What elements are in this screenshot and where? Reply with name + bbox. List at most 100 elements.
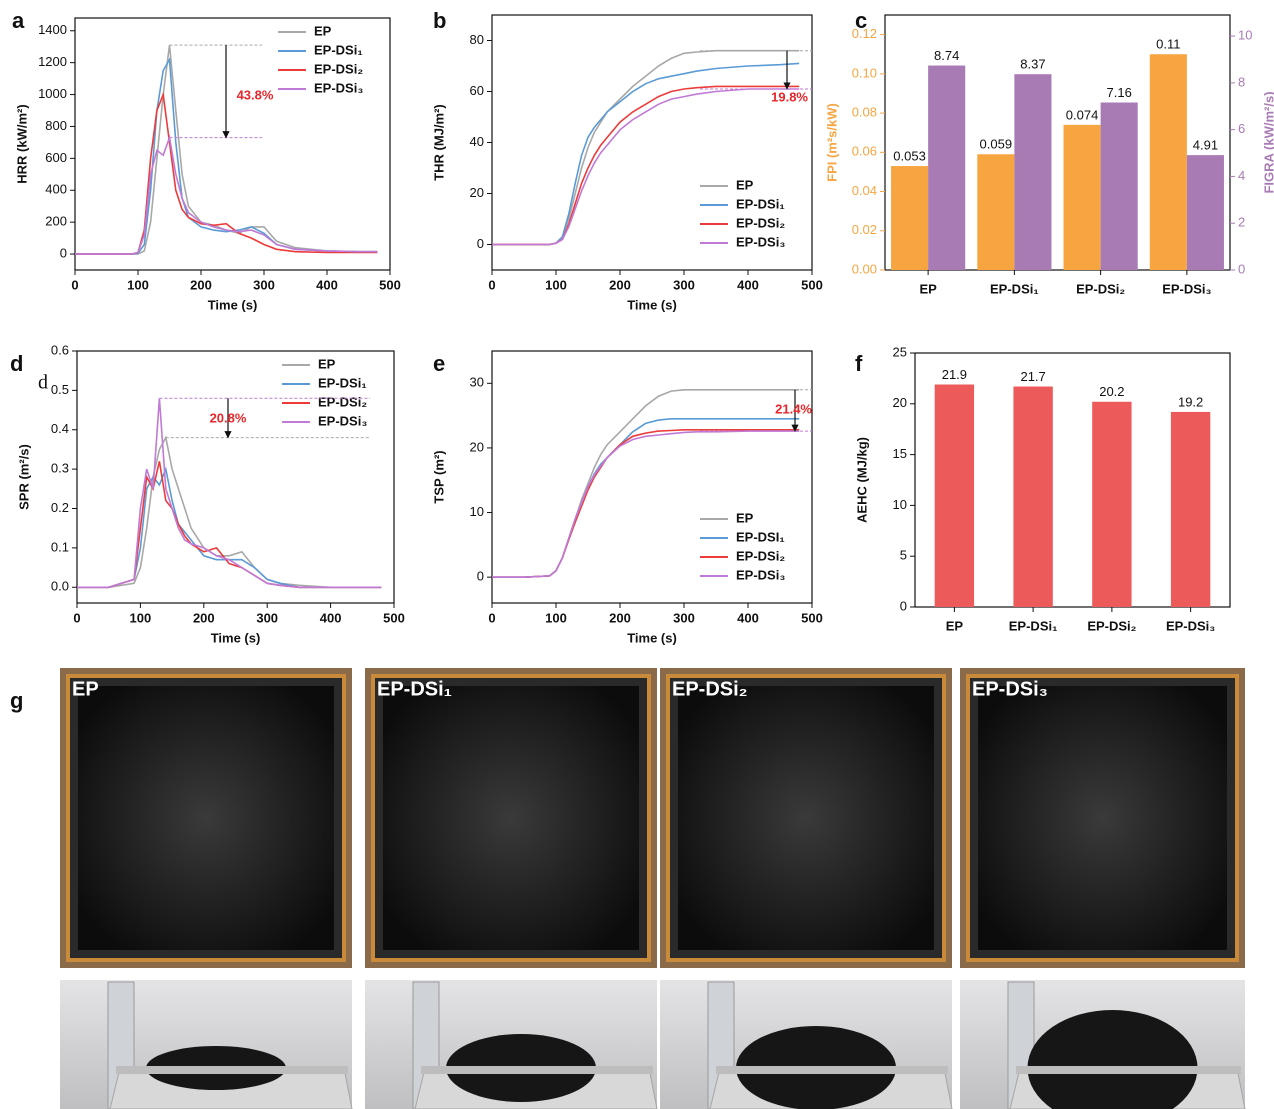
bar-value-label: 0.059 (980, 137, 1013, 152)
bar (1014, 74, 1051, 270)
bar-value-label: 0.11 (1156, 37, 1180, 52)
y-tick-label: 0.1 (51, 539, 69, 554)
y-tick-label: 2 (1238, 215, 1245, 230)
x-tick-label: 0 (71, 277, 78, 292)
x-tick-label: 300 (253, 277, 275, 292)
legend-label: EP-DSi₃ (736, 234, 785, 249)
bar-value-label: 8.74 (934, 48, 959, 63)
sample-label: EP-DSi₁ (377, 678, 452, 700)
panel-label: d (10, 351, 23, 376)
x-tick-label: 0 (73, 610, 80, 625)
y-axis-label: SPR (m²/s) (16, 444, 31, 510)
legend-label: EP (736, 177, 754, 192)
legend-label: EP-DSi₂ (314, 61, 363, 76)
y-axis-label: AEHC (MJ/kg) (854, 437, 869, 523)
y-tick-label: 200 (45, 214, 67, 229)
sample-char (383, 686, 639, 950)
x-tick-label: 200 (609, 277, 631, 292)
x-tick-label: EP-DSi₂ (1087, 618, 1136, 633)
sample-char (78, 686, 334, 950)
legend-label: EP-DSi₃ (736, 567, 785, 582)
x-tick-label: 100 (127, 277, 149, 292)
x-tick-label: EP-DSi₁ (1009, 618, 1058, 633)
bar (891, 166, 928, 270)
tray-rim (421, 1066, 653, 1074)
panel-label: g (10, 688, 23, 713)
panel-label: f (855, 351, 863, 376)
legend-label: EP (314, 23, 332, 38)
y-tick-label: 1000 (38, 86, 67, 101)
bar-value-label: 8.37 (1020, 57, 1045, 72)
bar-value-label: 21.9 (942, 367, 967, 382)
x-tick-label: 400 (320, 610, 342, 625)
panel-label: b (433, 8, 446, 33)
legend-label: EP-DSi₁ (314, 42, 363, 57)
plot-frame (492, 15, 812, 270)
bar (1101, 102, 1138, 270)
y-tick-label: 8 (1238, 74, 1245, 89)
tray-rim (716, 1066, 948, 1074)
y-axis-label: TSP (m²) (431, 450, 446, 503)
y-tick-label: 0.06 (852, 144, 877, 159)
y-tick-label: 0.10 (852, 65, 877, 80)
x-tick-label: 400 (737, 610, 759, 625)
bar (1171, 412, 1210, 607)
x-tick-label: 200 (190, 277, 212, 292)
x-tick-label: 200 (609, 610, 631, 625)
y-tick-label: 0.00 (852, 261, 877, 276)
y-tick-label: 20 (893, 395, 907, 410)
x-tick-label: 100 (545, 277, 567, 292)
y-tick-label: 30 (470, 375, 484, 390)
line-series (77, 469, 381, 587)
x-tick-label: 400 (737, 277, 759, 292)
y-axis-label: FPI (m²s/kW) (824, 103, 839, 182)
x-tick-label: 500 (379, 277, 401, 292)
y-tick-label: 20 (470, 185, 484, 200)
y-tick-label: 4 (1238, 168, 1245, 183)
bar-value-label: 20.2 (1099, 384, 1124, 399)
y-tick-label: 600 (45, 150, 67, 165)
x-tick-label: EP-DSi₃ (1162, 281, 1211, 296)
x-tick-label: EP (946, 618, 964, 633)
y-axis-label: FIGRA (kW/m²/s) (1261, 91, 1274, 193)
sample-label: EP-DSi₂ (672, 678, 748, 700)
bar-value-label: 4.91 (1193, 138, 1218, 153)
y-tick-label: 0.5 (51, 382, 69, 397)
x-axis-label: Time (s) (627, 297, 677, 312)
plot-frame (492, 351, 812, 603)
x-tick-label: 100 (545, 610, 567, 625)
page: {"chart_data": [ {"type": "line", "panel… (0, 0, 1274, 1109)
tray-rim (1016, 1066, 1241, 1074)
x-tick-label: EP-DSi₃ (1166, 618, 1215, 633)
y-tick-label: 0 (1238, 261, 1245, 276)
line-series (77, 438, 381, 588)
legend-label: EP-DSi₃ (314, 80, 363, 95)
y-tick-label: 10 (1238, 27, 1252, 42)
legend-label: EP (736, 510, 754, 525)
bar-value-label: 0.053 (893, 148, 926, 163)
y-axis-label: THR (MJ/m²) (431, 104, 446, 181)
bar (935, 384, 974, 607)
y-tick-label: 5 (900, 548, 907, 563)
x-tick-label: 500 (383, 610, 405, 625)
y-tick-label: 6 (1238, 121, 1245, 136)
y-tick-label: 25 (893, 344, 907, 359)
y-tick-label: 0.12 (852, 26, 877, 41)
bar-value-label: 0.074 (1066, 107, 1099, 122)
legend-label: EP (318, 356, 336, 371)
legend-label: EP-DSI₁ (736, 529, 785, 544)
legend-label: EP-DSi₁ (318, 375, 367, 390)
bar (928, 66, 965, 270)
x-tick-label: 200 (193, 610, 215, 625)
x-tick-label: EP (919, 281, 937, 296)
sample-label: EP (72, 678, 99, 700)
x-tick-label: 500 (801, 610, 823, 625)
y-tick-label: 0 (477, 236, 484, 251)
legend-label: EP-DSi₂ (736, 548, 785, 563)
y-tick-label: 60 (470, 83, 484, 98)
y-tick-label: 0.0 (51, 579, 69, 594)
annotation-label: 20.8% (210, 410, 247, 425)
y-tick-label: 0.04 (852, 183, 877, 198)
line-series (75, 138, 377, 255)
sample-char (978, 686, 1227, 950)
